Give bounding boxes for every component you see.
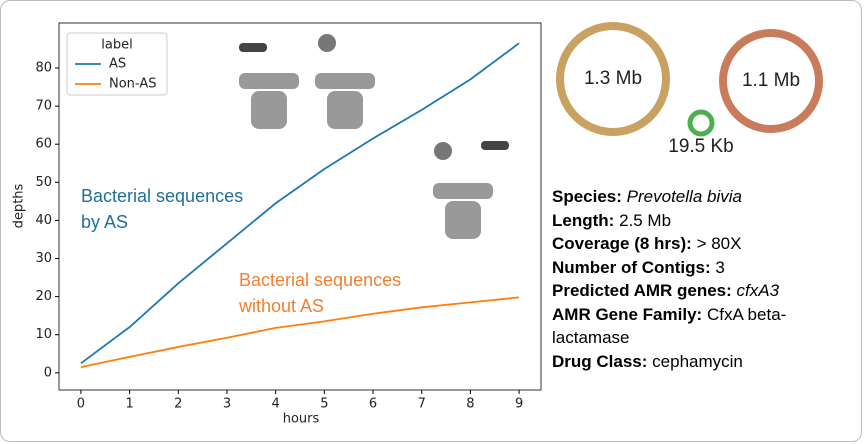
contig-label: 1.1 Mb <box>742 70 800 91</box>
info-line: Coverage (8 hrs): > 80X <box>552 232 852 256</box>
x-axis-label: hours <box>283 412 320 427</box>
contig-label: 1.3 Mb <box>584 68 642 89</box>
info-line: Predicted AMR genes: cfxA3 <box>552 279 852 303</box>
line-series <box>80 296 520 369</box>
info-line: Species: Prevotella bivia <box>552 185 852 209</box>
plot-frame <box>58 22 542 391</box>
info-line: Length: 2.5 Mb <box>552 209 852 233</box>
x-tick-label: 1 <box>125 397 133 412</box>
info-label: Predicted AMR genes: <box>552 281 732 300</box>
info-line: Drug Class: cephamycin <box>552 350 852 374</box>
annotation: Bacterial sequences <box>239 270 401 290</box>
x-tick-label: 8 <box>466 397 474 412</box>
y-tick-label: 70 <box>35 99 52 114</box>
y-tick-label: 40 <box>35 213 52 228</box>
x-tick-label: 7 <box>418 397 426 412</box>
y-tick-label: 10 <box>35 327 52 342</box>
annotation: without AS <box>238 296 324 316</box>
y-tick-label: 80 <box>35 60 52 75</box>
y-tick-label: 0 <box>44 365 52 380</box>
ribosome-icon <box>239 34 509 239</box>
y-axis-label: depths <box>12 183 27 228</box>
x-tick-label: 9 <box>515 397 523 412</box>
info-label: Length: <box>552 210 615 230</box>
y-tick-label: 50 <box>35 175 52 190</box>
info-panel: Species: Prevotella bivia Length: 2.5 Mb C… <box>552 185 852 373</box>
info-line: Number of Contigs: 3 <box>552 256 852 280</box>
y-tick-label: 20 <box>35 289 52 304</box>
x-tick-label: 6 <box>369 397 377 412</box>
info-value: CfxA beta-lactamase <box>552 304 787 348</box>
info-value: 3 <box>715 257 725 277</box>
info-value: 2.5 Mb <box>619 210 672 230</box>
y-tick-label: 30 <box>35 251 52 266</box>
info-label: Drug Class: <box>552 351 648 371</box>
info-label: Coverage (8 hrs): <box>552 234 692 253</box>
line-series <box>80 42 520 365</box>
info-value: cephamycin <box>652 351 743 371</box>
annotation: Bacterial sequences <box>81 186 243 206</box>
x-tick-label: 5 <box>320 397 328 412</box>
x-tick-label: 4 <box>272 397 280 412</box>
info-label: AMR Gene Family: <box>552 304 703 324</box>
info-value: > 80X <box>696 234 742 253</box>
x-tick-label: 3 <box>223 397 231 412</box>
legend-box <box>66 32 168 96</box>
info-value: Prevotella bivia <box>626 187 742 206</box>
legend-label: Non-AS <box>109 77 156 92</box>
legend-label: AS <box>109 57 126 72</box>
y-tick-label: 60 <box>35 137 52 152</box>
contig-ring <box>556 22 823 137</box>
info-label: Species: <box>552 187 622 206</box>
info-label: Number of Contigs: <box>552 257 711 277</box>
x-tick-label: 0 <box>77 397 85 412</box>
annotation: by AS <box>81 212 128 232</box>
info-value: cfxA3 <box>736 281 780 300</box>
contig-label: 19.5 Kb <box>668 136 734 157</box>
legend-title: label <box>101 38 132 53</box>
info-line: AMR Gene Family: CfxA beta-lactamase <box>552 303 852 350</box>
x-tick-label: 2 <box>174 397 182 412</box>
